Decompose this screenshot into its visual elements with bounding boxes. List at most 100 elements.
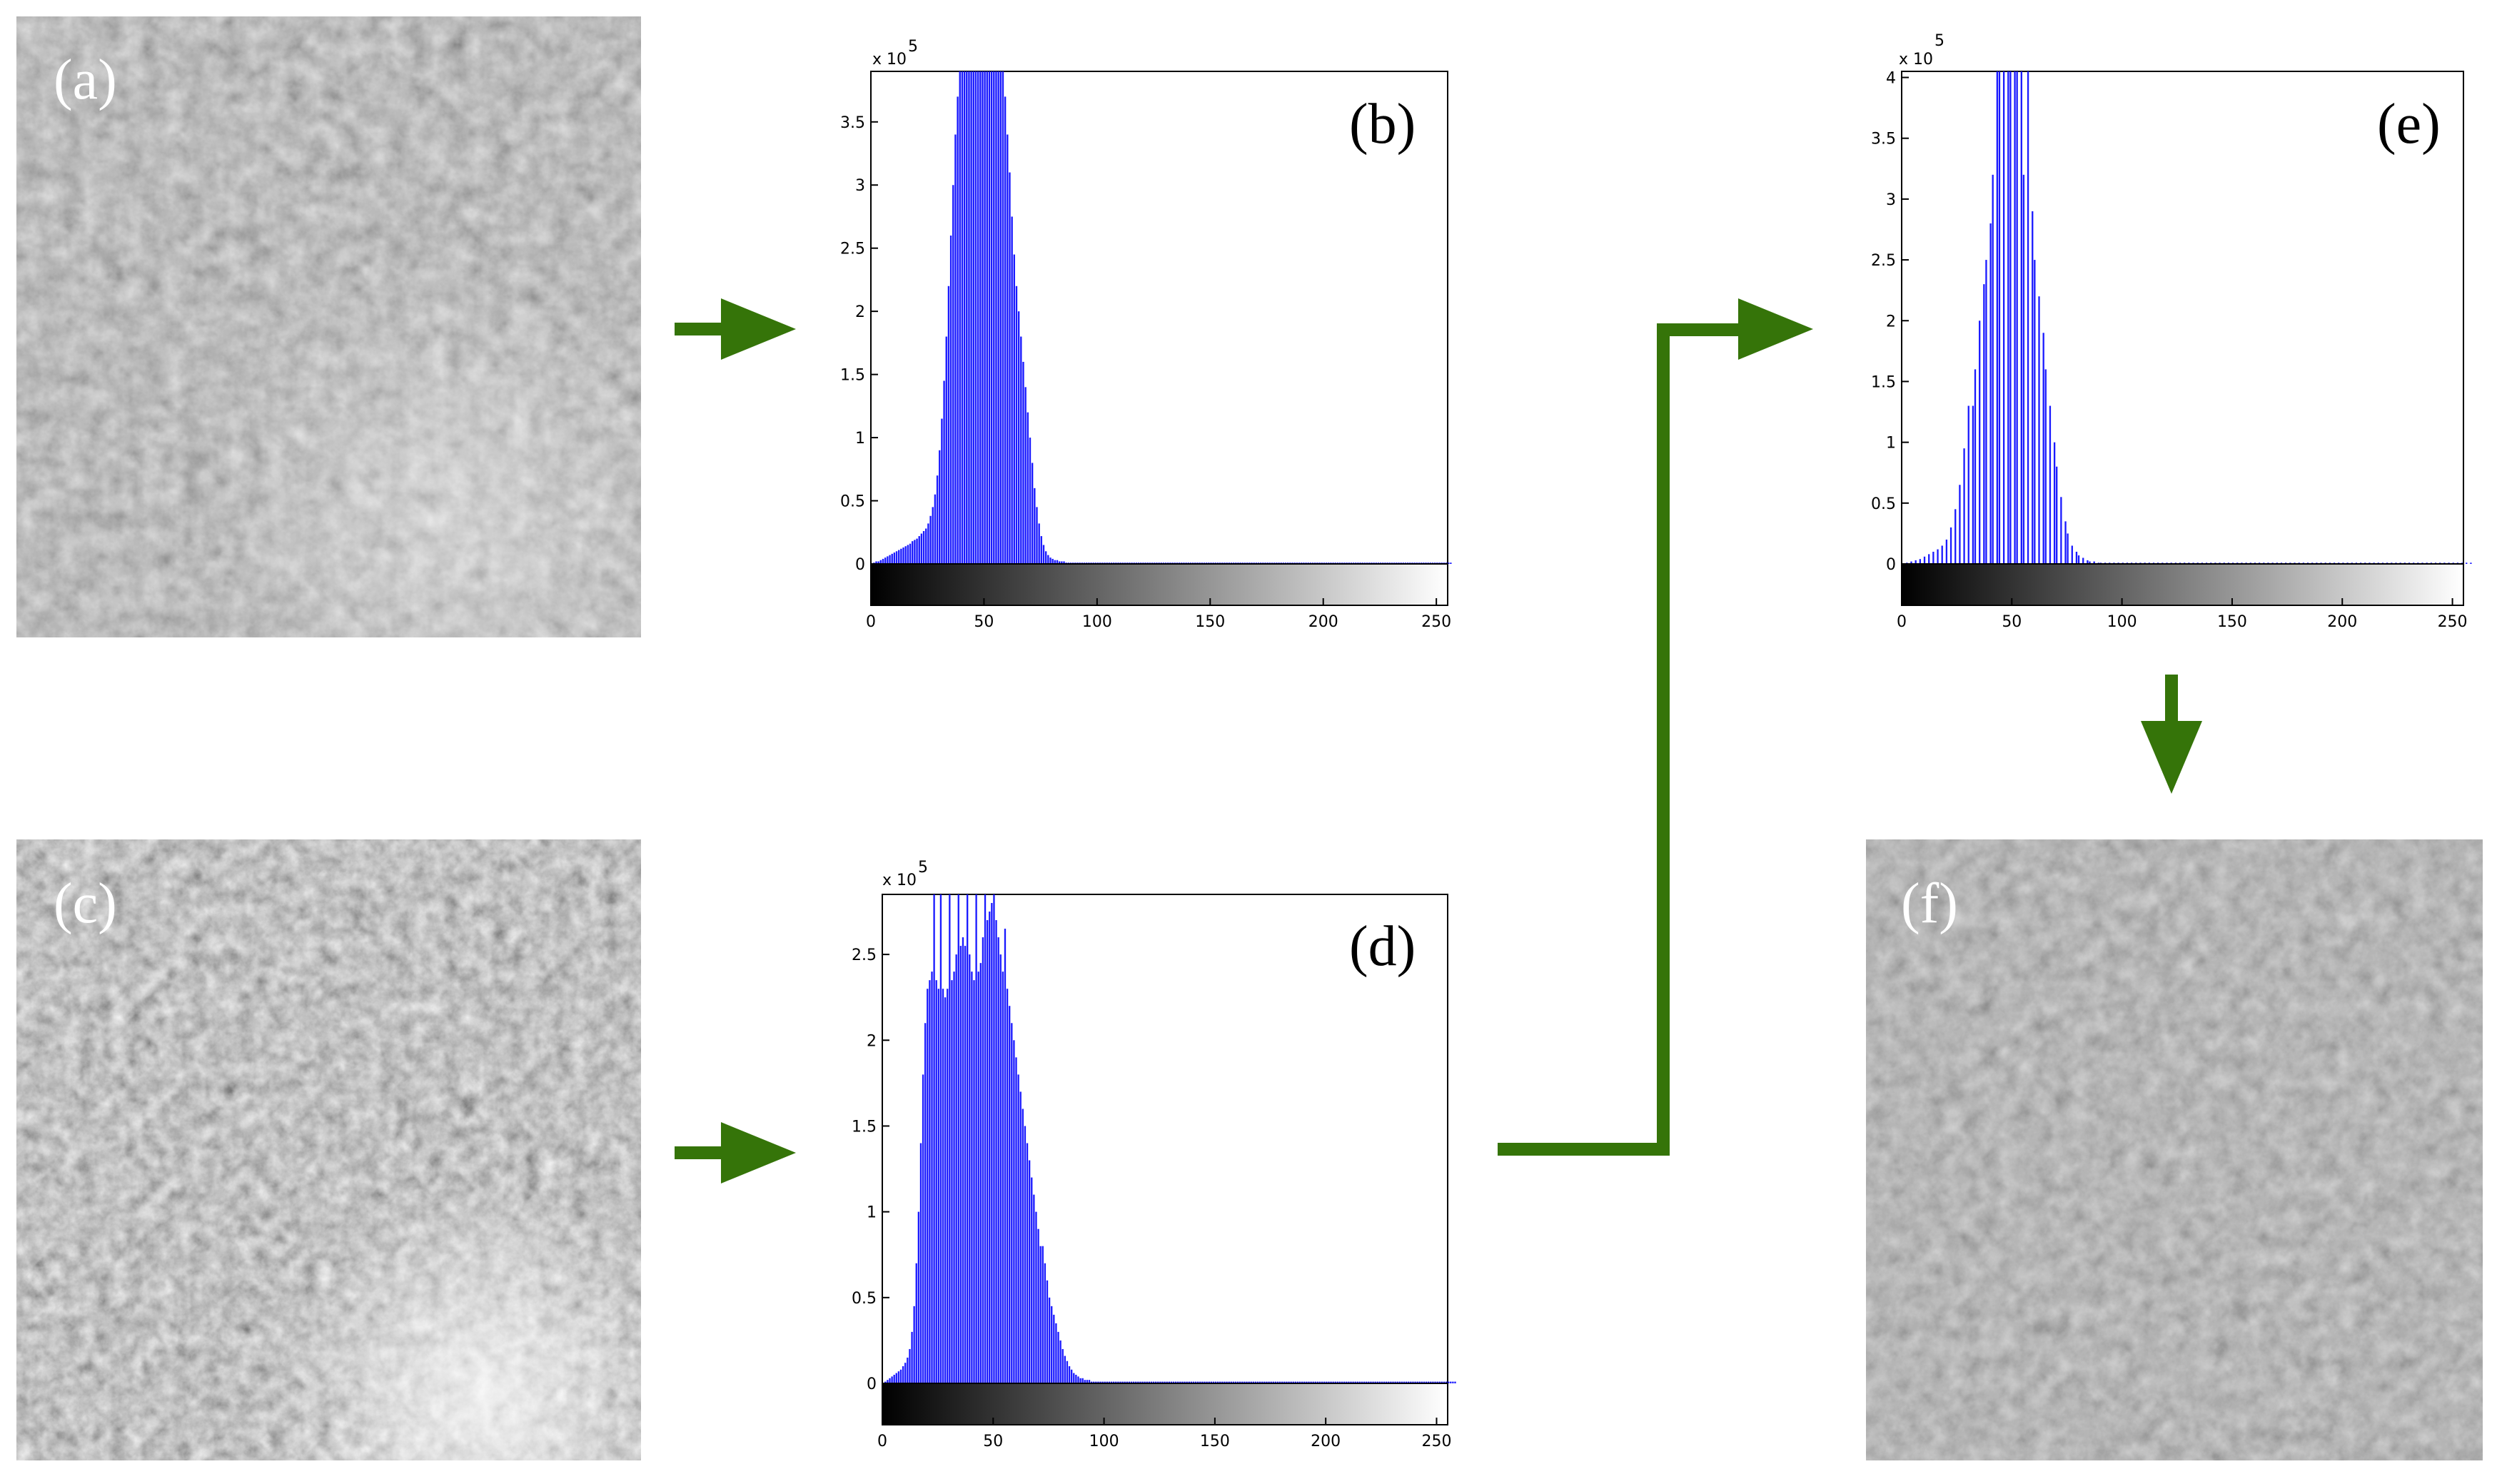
histogram-d-bar <box>1236 1381 1239 1383</box>
histogram-d-bar <box>997 937 999 1383</box>
arrow-e-to-f <box>2141 675 2202 794</box>
histogram-d-bar <box>1392 1381 1394 1383</box>
histogram-b-bar <box>918 536 920 564</box>
histogram-b-bar <box>902 547 904 564</box>
histogram-d-bar <box>1292 1381 1294 1383</box>
histogram-e-bar <box>2007 71 2009 564</box>
satellite-image-f: (f) <box>1866 839 2483 1460</box>
histogram-d-bar <box>1081 1378 1084 1383</box>
histogram-d-bar <box>1146 1381 1148 1383</box>
histogram-e-xtick-label: 50 <box>2002 613 2022 631</box>
histogram-d-bar <box>1204 1381 1206 1383</box>
histogram-d-bar <box>1148 1381 1151 1383</box>
histogram-e: 0 0.5 1 1.5 2 2.5 3 3.5 4 0 50 100 150 200 250 x 10 5… <box>1871 32 2472 631</box>
histogram-e-xtick-label: 200 <box>2327 613 2357 631</box>
histogram-e-bar <box>1972 405 1974 564</box>
histogram-d-xtick-label: 200 <box>1311 1433 1341 1450</box>
histogram-d-bar <box>1252 1381 1255 1383</box>
histogram-d-bar <box>1430 1381 1432 1383</box>
histogram-b-bar <box>887 556 889 564</box>
histogram-d-ytick-label: 1.5 <box>852 1118 877 1136</box>
histogram-d-bar <box>1259 1381 1261 1383</box>
histogram-d-bar <box>1051 1306 1053 1383</box>
arrow-a-to-b <box>675 298 796 360</box>
histogram-b-bar <box>968 71 970 564</box>
arrow-d-to-e <box>1498 298 1813 1156</box>
histogram-e-bar <box>2089 561 2091 564</box>
histogram-d-bar <box>1234 1381 1237 1383</box>
histogram-b-xtick-label: 50 <box>974 613 994 631</box>
histogram-d-bar <box>969 954 971 1383</box>
histogram-d-bar <box>1352 1381 1354 1383</box>
histogram-d-bar <box>889 1378 891 1383</box>
histogram-e-xtick-label: 0 <box>1897 613 1907 631</box>
histogram-d-bar <box>1423 1381 1426 1383</box>
histogram-d-bar <box>1208 1381 1210 1383</box>
histogram-e-bar <box>2087 560 2089 564</box>
histogram-b-ytick-label: 0 <box>855 556 865 574</box>
histogram-d-bar <box>1398 1381 1401 1383</box>
histogram-d-bar <box>1370 1381 1372 1383</box>
histogram-d-bar <box>1416 1381 1418 1383</box>
histogram-d-bar <box>949 894 951 1383</box>
histogram-d-bar <box>1330 1381 1332 1383</box>
histogram-b-bar <box>884 557 887 564</box>
histogram-d-bar <box>1126 1381 1128 1383</box>
histogram-b-bar <box>941 418 943 564</box>
histogram-e-bar <box>2056 466 2058 564</box>
histogram-d-bar <box>995 920 997 1383</box>
histogram-d-bar <box>1141 1381 1144 1383</box>
histogram-d-bar <box>1318 1381 1321 1383</box>
histogram-d-bar <box>897 1371 900 1383</box>
histogram-d-bar <box>1048 1297 1051 1383</box>
histogram-d-bar <box>1212 1381 1215 1383</box>
histogram-b-ytick-label: 3.5 <box>840 114 865 132</box>
histogram-d-exponent-label: x 10 <box>882 872 917 889</box>
histogram-d-bar <box>1099 1381 1101 1383</box>
histogram-d-bar <box>1002 971 1004 1383</box>
histogram-d-bar <box>975 894 977 1383</box>
panel-label-f: (f) <box>1901 872 1958 935</box>
histogram-e-bar <box>2060 497 2062 564</box>
satellite-image-a: (a) <box>16 16 641 637</box>
histogram-b-bar <box>929 515 932 564</box>
histogram-b-bar <box>970 71 972 564</box>
histogram-d-bar <box>1328 1381 1330 1383</box>
histogram-d-xtick-label: 0 <box>877 1433 887 1450</box>
histogram-d-bar <box>1414 1381 1416 1383</box>
histogram-d-xtick-label: 100 <box>1089 1433 1119 1450</box>
histogram-d-bar <box>1033 1194 1035 1383</box>
histogram-e-ytick-label: 2.5 <box>1871 252 1896 270</box>
histogram-d-bar <box>939 894 942 1383</box>
histogram-d-bar <box>927 989 929 1383</box>
histogram-b-bar <box>1026 412 1029 564</box>
histogram-d-bar <box>1201 1381 1204 1383</box>
histogram-d-bar <box>1071 1369 1073 1383</box>
histogram-d-bar <box>1303 1381 1306 1383</box>
histogram-e-xtick-label: 250 <box>2438 613 2468 631</box>
histogram-d-bar <box>1046 1280 1049 1383</box>
histogram-b-bar <box>920 533 923 564</box>
histogram-d-bar <box>1135 1381 1137 1383</box>
histogram-e-bar <box>1919 559 1922 564</box>
histogram-b-bar <box>889 555 891 564</box>
histogram-d-bar <box>1132 1381 1135 1383</box>
histogram-b-bar <box>898 550 900 564</box>
histogram-b-bar <box>995 71 997 564</box>
histogram-e-bar <box>1949 527 1952 564</box>
panel-label-e: (e) <box>2377 93 2441 156</box>
histogram-d-bar <box>1006 989 1009 1383</box>
histogram-e-bar <box>1923 556 1926 564</box>
histogram-d-bar <box>1232 1381 1235 1383</box>
panel-label-c: (c) <box>54 872 117 935</box>
histogram-b-bar <box>1040 536 1043 564</box>
histogram-d-bar <box>1376 1381 1378 1383</box>
histogram-d-bar <box>891 1376 893 1383</box>
histogram-d-bar <box>1139 1381 1141 1383</box>
histogram-e-ytick-label: 1 <box>1886 435 1896 453</box>
histogram-b-bar <box>984 71 986 564</box>
histogram-d-bar <box>1015 1057 1017 1383</box>
histogram-b-bar <box>1011 216 1013 564</box>
histogram-d-bar <box>1128 1381 1131 1383</box>
histogram-d-bar <box>1177 1381 1179 1383</box>
